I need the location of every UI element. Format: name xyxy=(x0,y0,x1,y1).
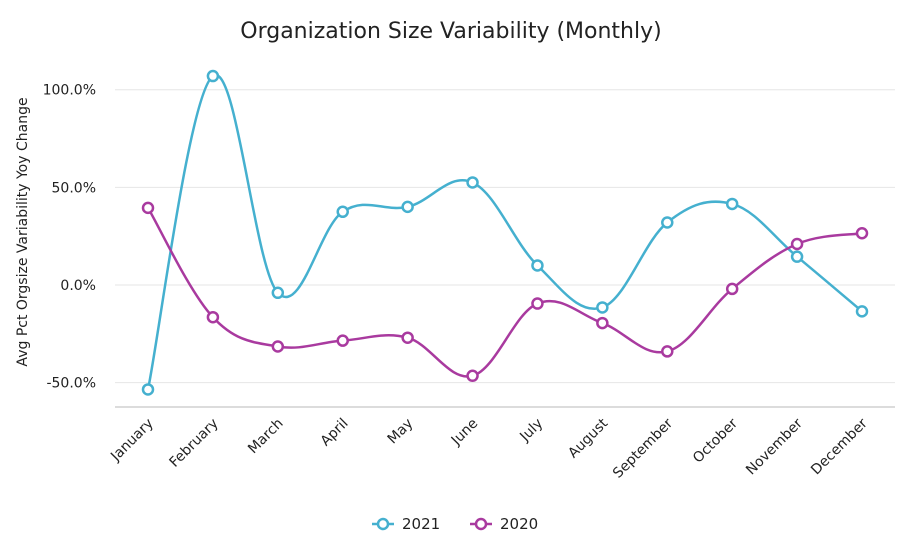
legend-item-2021[interactable]: 2021 xyxy=(372,515,440,533)
x-tick-label: December xyxy=(808,415,871,478)
data-point[interactable] xyxy=(790,237,804,251)
x-tick-label: June xyxy=(448,416,482,450)
x-tick-label: July xyxy=(516,416,546,446)
legend-label: 2020 xyxy=(500,515,538,533)
x-tick-label: April xyxy=(318,416,352,450)
x-tick-label: October xyxy=(690,415,741,466)
data-point[interactable] xyxy=(206,310,220,324)
y-axis-label: Avg Pct Orgsize Variability Yoy Change xyxy=(15,97,31,366)
x-tick-label: November xyxy=(743,415,806,478)
data-point[interactable] xyxy=(401,331,414,344)
x-tick-label: September xyxy=(610,415,676,481)
series-lines xyxy=(141,69,869,396)
y-tick-label: 100.0% xyxy=(43,83,96,99)
y-tick-label: 0.0% xyxy=(60,278,96,294)
chart-title: Organization Size Variability (Monthly) xyxy=(240,19,661,44)
data-point[interactable] xyxy=(141,383,155,396)
legend-swatch-marker xyxy=(376,517,390,531)
x-tick-label: May xyxy=(385,416,417,448)
data-point[interactable] xyxy=(790,250,804,263)
y-tick-label: -50.0% xyxy=(46,376,96,392)
data-point[interactable] xyxy=(401,200,414,214)
data-point[interactable] xyxy=(336,205,349,219)
data-point[interactable] xyxy=(725,282,739,296)
data-point[interactable] xyxy=(206,69,220,83)
data-point[interactable] xyxy=(141,201,155,215)
data-point[interactable] xyxy=(336,334,349,347)
legend-swatch-marker xyxy=(474,517,488,531)
x-tick-label: March xyxy=(245,416,286,457)
data-point[interactable] xyxy=(466,176,479,189)
series-line xyxy=(146,207,863,378)
data-point[interactable] xyxy=(855,305,869,318)
x-tick-label: August xyxy=(565,415,611,461)
x-tick-label: February xyxy=(167,416,222,471)
series-2021 xyxy=(141,69,869,396)
data-point[interactable] xyxy=(596,316,609,330)
data-point[interactable] xyxy=(661,345,674,358)
legend-label: 2021 xyxy=(402,515,440,533)
data-point[interactable] xyxy=(855,227,869,240)
y-axis-ticks: 100.0% 50.0% 0.0% -50.0% xyxy=(43,83,96,392)
grid-lines xyxy=(115,89,895,408)
data-point[interactable] xyxy=(596,301,609,314)
data-point[interactable] xyxy=(725,197,739,211)
legend[interactable]: 2021 2020 xyxy=(372,515,538,533)
data-point[interactable] xyxy=(271,286,285,300)
y-tick-label: 50.0% xyxy=(52,180,96,196)
data-point[interactable] xyxy=(466,369,479,383)
legend-item-2020[interactable]: 2020 xyxy=(470,515,538,533)
data-point[interactable] xyxy=(271,340,285,353)
data-point[interactable] xyxy=(531,259,544,272)
x-axis-ticks: January February March April May June July Augu… xyxy=(107,415,871,481)
x-tick-label: January xyxy=(107,416,157,466)
data-point[interactable] xyxy=(661,216,674,229)
series-2020 xyxy=(141,201,869,383)
data-point[interactable] xyxy=(531,297,544,310)
